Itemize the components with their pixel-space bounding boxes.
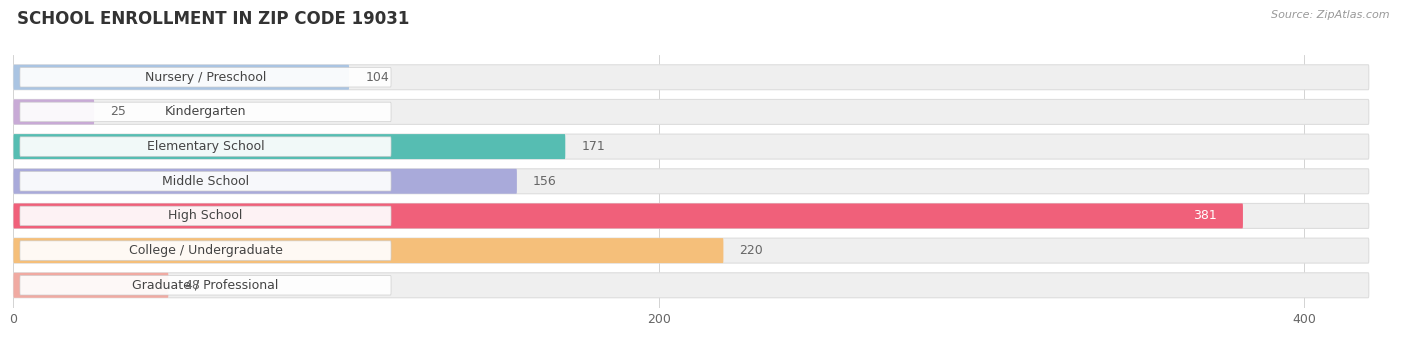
Text: Source: ZipAtlas.com: Source: ZipAtlas.com [1271, 10, 1389, 20]
FancyBboxPatch shape [14, 65, 349, 90]
Text: 156: 156 [533, 175, 557, 188]
Text: 381: 381 [1194, 209, 1218, 222]
FancyBboxPatch shape [14, 273, 1369, 298]
FancyBboxPatch shape [14, 169, 1369, 194]
FancyBboxPatch shape [14, 100, 94, 124]
FancyBboxPatch shape [20, 102, 391, 122]
FancyBboxPatch shape [14, 238, 724, 263]
FancyBboxPatch shape [14, 65, 1369, 90]
Text: Graduate / Professional: Graduate / Professional [132, 279, 278, 292]
FancyBboxPatch shape [20, 276, 391, 295]
FancyBboxPatch shape [20, 137, 391, 156]
Text: 220: 220 [740, 244, 763, 257]
FancyBboxPatch shape [14, 100, 1369, 124]
Text: Kindergarten: Kindergarten [165, 105, 246, 118]
FancyBboxPatch shape [14, 238, 1369, 263]
FancyBboxPatch shape [20, 206, 391, 226]
FancyBboxPatch shape [14, 169, 517, 194]
Text: 104: 104 [366, 71, 389, 84]
Text: High School: High School [169, 209, 243, 222]
FancyBboxPatch shape [20, 172, 391, 191]
FancyBboxPatch shape [14, 134, 565, 159]
Text: 48: 48 [184, 279, 201, 292]
Text: Nursery / Preschool: Nursery / Preschool [145, 71, 266, 84]
Text: Middle School: Middle School [162, 175, 249, 188]
Text: SCHOOL ENROLLMENT IN ZIP CODE 19031: SCHOOL ENROLLMENT IN ZIP CODE 19031 [17, 10, 409, 28]
Text: Elementary School: Elementary School [146, 140, 264, 153]
FancyBboxPatch shape [14, 203, 1369, 228]
Text: 171: 171 [582, 140, 605, 153]
FancyBboxPatch shape [20, 241, 391, 260]
FancyBboxPatch shape [14, 273, 169, 298]
FancyBboxPatch shape [14, 203, 1243, 228]
FancyBboxPatch shape [14, 134, 1369, 159]
FancyBboxPatch shape [20, 67, 391, 87]
Text: 25: 25 [110, 105, 127, 118]
Text: College / Undergraduate: College / Undergraduate [128, 244, 283, 257]
